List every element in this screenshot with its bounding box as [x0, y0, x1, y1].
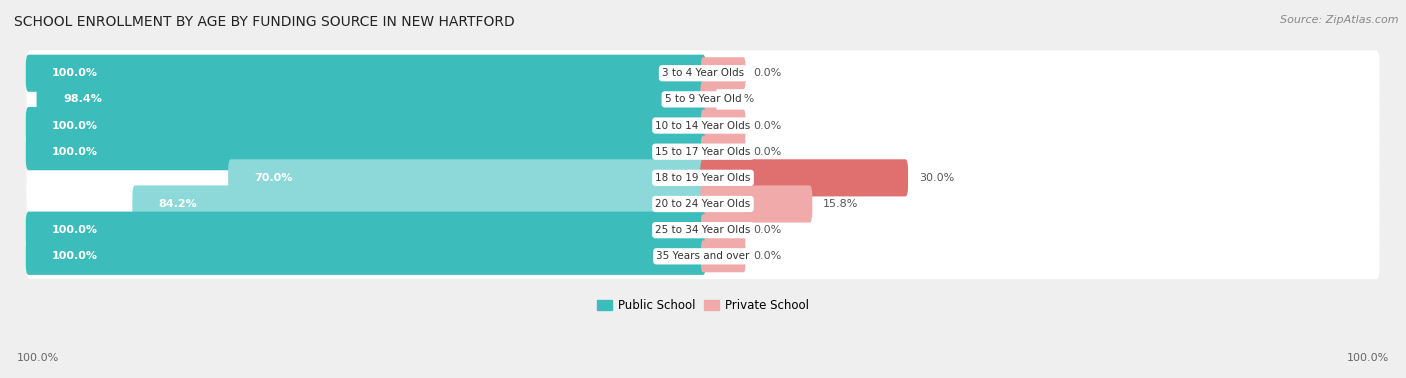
FancyBboxPatch shape — [702, 214, 745, 246]
Text: 0.0%: 0.0% — [754, 251, 782, 261]
Text: 18 to 19 Year Olds: 18 to 19 Year Olds — [655, 173, 751, 183]
Text: 1.6%: 1.6% — [727, 94, 755, 104]
FancyBboxPatch shape — [702, 57, 745, 89]
FancyBboxPatch shape — [25, 238, 706, 275]
Text: 35 Years and over: 35 Years and over — [657, 251, 749, 261]
FancyBboxPatch shape — [27, 103, 1379, 148]
FancyBboxPatch shape — [27, 155, 1379, 201]
FancyBboxPatch shape — [27, 51, 1379, 96]
FancyBboxPatch shape — [702, 110, 745, 141]
FancyBboxPatch shape — [27, 129, 1379, 175]
Text: 100.0%: 100.0% — [17, 353, 59, 363]
FancyBboxPatch shape — [27, 181, 1379, 227]
Text: 0.0%: 0.0% — [754, 121, 782, 130]
FancyBboxPatch shape — [27, 77, 1379, 122]
FancyBboxPatch shape — [25, 55, 706, 92]
Text: 100.0%: 100.0% — [1347, 353, 1389, 363]
Text: 100.0%: 100.0% — [52, 225, 98, 235]
Text: 0.0%: 0.0% — [754, 147, 782, 157]
FancyBboxPatch shape — [700, 159, 908, 197]
FancyBboxPatch shape — [27, 234, 1379, 279]
Text: 84.2%: 84.2% — [159, 199, 197, 209]
Text: 5 to 9 Year Old: 5 to 9 Year Old — [665, 94, 741, 104]
Text: 0.0%: 0.0% — [754, 68, 782, 78]
Text: SCHOOL ENROLLMENT BY AGE BY FUNDING SOURCE IN NEW HARTFORD: SCHOOL ENROLLMENT BY AGE BY FUNDING SOUR… — [14, 15, 515, 29]
FancyBboxPatch shape — [25, 133, 706, 170]
Text: 70.0%: 70.0% — [254, 173, 292, 183]
FancyBboxPatch shape — [700, 186, 813, 223]
Text: 100.0%: 100.0% — [52, 251, 98, 261]
Text: 25 to 34 Year Olds: 25 to 34 Year Olds — [655, 225, 751, 235]
Text: 20 to 24 Year Olds: 20 to 24 Year Olds — [655, 199, 751, 209]
Text: 100.0%: 100.0% — [52, 147, 98, 157]
Text: 98.4%: 98.4% — [63, 94, 101, 104]
FancyBboxPatch shape — [132, 186, 706, 223]
Text: 10 to 14 Year Olds: 10 to 14 Year Olds — [655, 121, 751, 130]
Text: 15.8%: 15.8% — [823, 199, 859, 209]
Text: 100.0%: 100.0% — [52, 68, 98, 78]
FancyBboxPatch shape — [25, 212, 706, 249]
Text: 15 to 17 Year Olds: 15 to 17 Year Olds — [655, 147, 751, 157]
FancyBboxPatch shape — [27, 208, 1379, 253]
FancyBboxPatch shape — [25, 107, 706, 144]
Text: Source: ZipAtlas.com: Source: ZipAtlas.com — [1281, 15, 1399, 25]
Text: 100.0%: 100.0% — [52, 121, 98, 130]
FancyBboxPatch shape — [228, 159, 706, 197]
Text: 30.0%: 30.0% — [920, 173, 955, 183]
Text: 0.0%: 0.0% — [754, 225, 782, 235]
FancyBboxPatch shape — [702, 136, 745, 168]
FancyBboxPatch shape — [37, 81, 706, 118]
Legend: Public School, Private School: Public School, Private School — [593, 294, 813, 317]
FancyBboxPatch shape — [702, 240, 745, 272]
FancyBboxPatch shape — [700, 81, 717, 118]
Text: 3 to 4 Year Olds: 3 to 4 Year Olds — [662, 68, 744, 78]
